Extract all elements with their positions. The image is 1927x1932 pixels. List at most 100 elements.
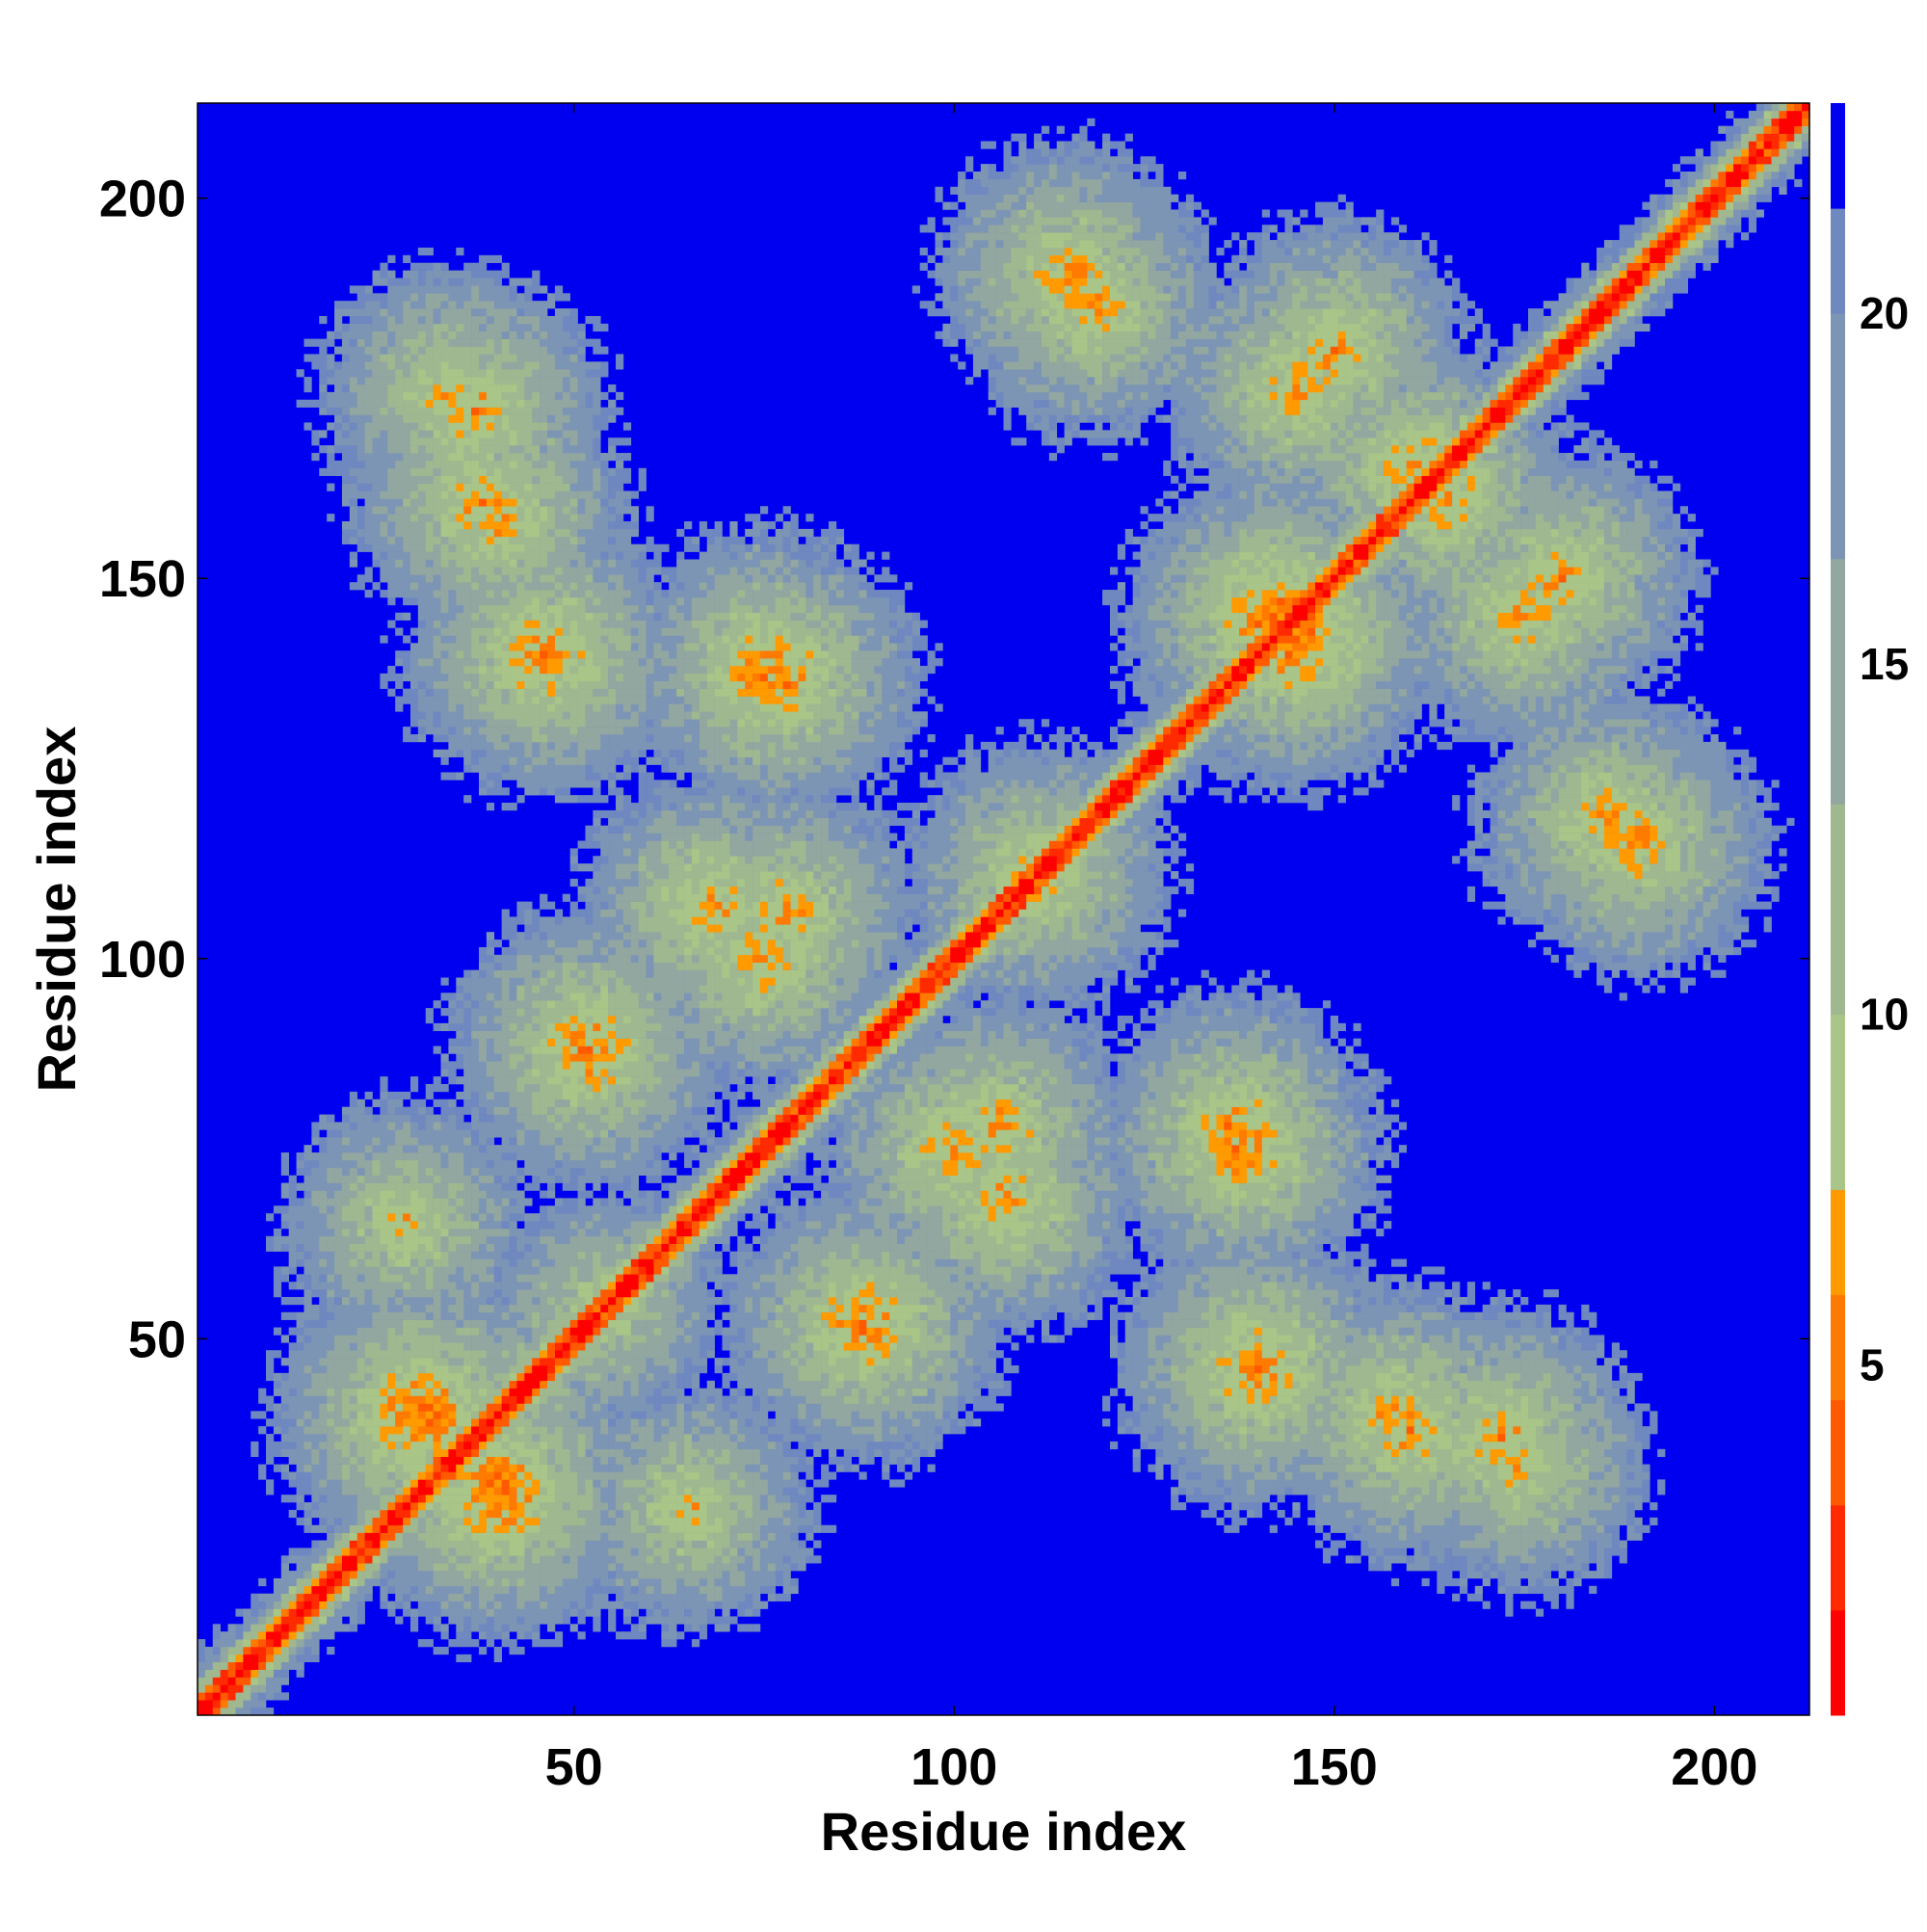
heatmap-cell bbox=[555, 1578, 563, 1586]
heatmap-cell bbox=[311, 1647, 319, 1654]
heatmap-cell bbox=[418, 339, 426, 347]
heatmap-cell bbox=[350, 1092, 357, 1099]
heatmap-cell bbox=[494, 582, 502, 590]
heatmap-cells bbox=[198, 103, 1809, 1715]
heatmap-cell bbox=[540, 484, 547, 491]
heatmap-cell bbox=[334, 1176, 342, 1183]
heatmap-cell bbox=[434, 621, 441, 628]
heatmap-cell bbox=[524, 1471, 532, 1479]
heatmap-cell bbox=[434, 1076, 441, 1084]
heatmap-cell bbox=[532, 650, 540, 658]
heatmap-cell bbox=[448, 1373, 456, 1381]
heatmap-cell bbox=[289, 1266, 297, 1274]
heatmap-cell bbox=[479, 757, 487, 765]
heatmap-cell bbox=[524, 1449, 532, 1457]
heatmap-cell bbox=[426, 711, 434, 719]
heatmap-cell bbox=[448, 1152, 456, 1160]
heatmap-cell bbox=[297, 1335, 304, 1342]
heatmap-cell bbox=[494, 1297, 502, 1305]
heatmap-cell bbox=[479, 278, 487, 286]
heatmap-cell bbox=[510, 1578, 517, 1586]
heatmap-cell bbox=[510, 689, 517, 697]
heatmap-cell bbox=[471, 461, 479, 468]
heatmap-cell bbox=[434, 1510, 441, 1518]
heatmap-cell bbox=[395, 1145, 403, 1152]
heatmap-cell bbox=[281, 1442, 289, 1449]
heatmap-cell bbox=[463, 727, 471, 734]
heatmap-cell bbox=[540, 1107, 547, 1115]
heatmap-cell bbox=[311, 1541, 319, 1548]
heatmap-cell bbox=[510, 1236, 517, 1244]
heatmap-cell bbox=[334, 1312, 342, 1320]
heatmap-cell bbox=[357, 1107, 365, 1115]
heatmap-cell bbox=[426, 658, 434, 666]
heatmap-cell bbox=[327, 1289, 334, 1297]
heatmap-cell bbox=[334, 1563, 342, 1571]
heatmap-cell bbox=[418, 590, 426, 597]
heatmap-cell bbox=[471, 613, 479, 621]
heatmap-cell bbox=[365, 1274, 373, 1282]
heatmap-cell bbox=[456, 1236, 463, 1244]
heatmap-cell bbox=[494, 400, 502, 408]
heatmap-cell bbox=[441, 1160, 449, 1168]
heatmap-cell bbox=[487, 978, 494, 986]
heatmap-cell bbox=[494, 1252, 502, 1259]
heatmap-cell bbox=[380, 1289, 387, 1297]
heatmap-cell bbox=[547, 361, 555, 369]
heatmap-cell bbox=[334, 1510, 342, 1518]
heatmap-cell bbox=[395, 697, 403, 704]
heatmap-cell bbox=[494, 301, 502, 308]
heatmap-cell bbox=[334, 1274, 342, 1282]
heatmap-cell bbox=[510, 985, 517, 992]
heatmap-cell bbox=[494, 978, 502, 986]
heatmap-cell bbox=[502, 361, 510, 369]
heatmap-cell bbox=[365, 1328, 373, 1336]
heatmap-cell bbox=[456, 1518, 463, 1525]
heatmap-cell bbox=[510, 1252, 517, 1259]
heatmap-cell bbox=[395, 1616, 403, 1624]
heatmap-cell bbox=[365, 461, 373, 468]
heatmap-cell bbox=[471, 658, 479, 666]
heatmap-cell bbox=[547, 932, 555, 940]
heatmap-cell bbox=[479, 681, 487, 689]
heatmap-cell bbox=[373, 484, 381, 491]
heatmap-cell bbox=[410, 1236, 418, 1244]
heatmap-cell bbox=[350, 1229, 357, 1236]
heatmap-cell bbox=[547, 697, 555, 704]
heatmap-cell bbox=[510, 552, 517, 560]
heatmap-cell bbox=[510, 635, 517, 643]
heatmap-cell bbox=[494, 1548, 502, 1555]
heatmap-cell bbox=[304, 1631, 311, 1639]
heatmap-cell bbox=[410, 453, 418, 461]
heatmap-cell bbox=[403, 1479, 410, 1487]
heatmap-cell bbox=[410, 674, 418, 681]
heatmap-cell bbox=[563, 985, 570, 992]
heatmap-cell bbox=[304, 422, 311, 430]
heatmap-cell bbox=[463, 1266, 471, 1274]
heatmap-cell bbox=[334, 301, 342, 308]
heatmap-cell bbox=[510, 1426, 517, 1434]
heatmap-cell bbox=[342, 1465, 350, 1472]
heatmap-cell bbox=[487, 1533, 494, 1541]
heatmap-cell bbox=[365, 369, 373, 377]
heatmap-cell bbox=[418, 552, 426, 560]
heatmap-cell bbox=[532, 1342, 540, 1350]
heatmap-cell bbox=[410, 1586, 418, 1594]
heatmap-cell bbox=[243, 1654, 251, 1662]
heatmap-cell bbox=[510, 1016, 517, 1023]
heatmap-cell bbox=[274, 1205, 281, 1213]
heatmap-cell bbox=[510, 1305, 517, 1312]
heatmap-cell bbox=[555, 1418, 563, 1426]
heatmap-cell bbox=[319, 1190, 327, 1198]
heatmap-cell bbox=[228, 1639, 236, 1647]
heatmap-cell bbox=[471, 1221, 479, 1229]
heatmap-cell bbox=[479, 1358, 487, 1365]
heatmap-cell bbox=[342, 339, 350, 347]
heatmap-cell bbox=[395, 476, 403, 484]
heatmap-cell bbox=[502, 674, 510, 681]
heatmap-cell bbox=[532, 422, 540, 430]
heatmap-cell bbox=[502, 1198, 510, 1205]
heatmap-cell bbox=[258, 1684, 266, 1692]
heatmap-cell bbox=[487, 742, 494, 750]
